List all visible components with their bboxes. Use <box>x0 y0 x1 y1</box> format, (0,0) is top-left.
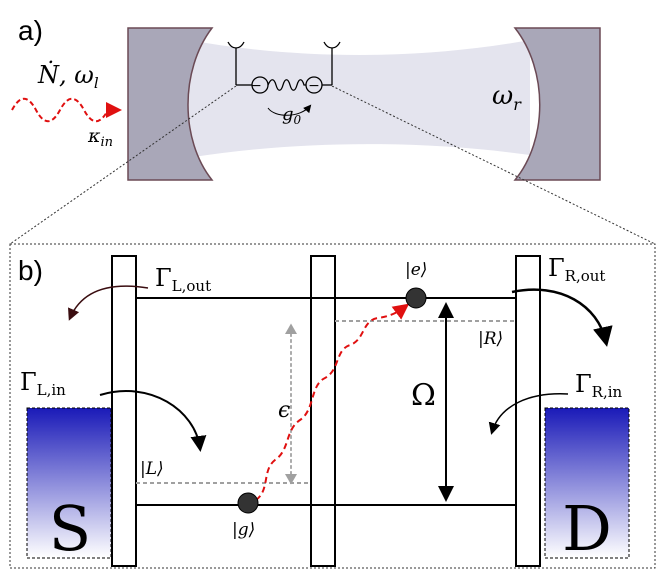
state-g-label: |g⟩ <box>232 520 255 540</box>
right-antenna-icon <box>323 41 341 49</box>
right-charge-sign: − <box>308 78 320 94</box>
state-l-label: |L⟩ <box>140 459 164 479</box>
gamma-r-in-arrow <box>488 393 569 435</box>
zoom-line-left <box>9 85 237 245</box>
source-label: S <box>49 492 91 565</box>
barrier-left <box>111 255 137 567</box>
panel-a-label: a) <box>18 15 43 46</box>
epsilon-label: ϵ <box>278 398 290 423</box>
left-mirror <box>127 27 214 181</box>
gamma-r-in-label: ΓR,in <box>575 370 623 401</box>
source-lead <box>26 407 112 559</box>
gamma-l-in-label: ΓL,in <box>20 368 66 399</box>
coupling-spring <box>267 79 306 91</box>
drain-label: D <box>562 492 612 565</box>
gamma-r-out-label: ΓR,out <box>548 254 605 285</box>
omega-label: Ω <box>411 378 436 413</box>
dqd-circuit <box>227 41 341 116</box>
electron-ground <box>237 492 259 514</box>
left-charge-sign: − <box>250 78 262 94</box>
input-label: Ṅ, ωl <box>37 60 99 92</box>
state-e-label: |e⟩ <box>405 260 427 280</box>
gamma-l-out-arrow <box>68 285 149 321</box>
state-r-label: |R⟩ <box>478 329 503 349</box>
photon-absorption-path <box>255 303 410 501</box>
resonator-label: ωr <box>492 81 522 114</box>
electron-excited <box>405 287 427 309</box>
input-photon-wave <box>11 97 122 123</box>
gamma-r-out-arrow <box>511 288 613 347</box>
coupling-label: g0 <box>282 104 302 127</box>
right-mirror <box>513 27 601 181</box>
barrier-right <box>515 255 541 567</box>
barrier-center <box>310 255 336 567</box>
panel-b-frame <box>9 243 656 569</box>
kappa-in-label: κin <box>87 125 113 150</box>
gamma-l-in-arrow <box>99 390 207 452</box>
panel-b-label: b) <box>18 255 43 286</box>
drain-lead <box>544 407 630 559</box>
gamma-l-out-label: ΓL,out <box>155 264 211 295</box>
